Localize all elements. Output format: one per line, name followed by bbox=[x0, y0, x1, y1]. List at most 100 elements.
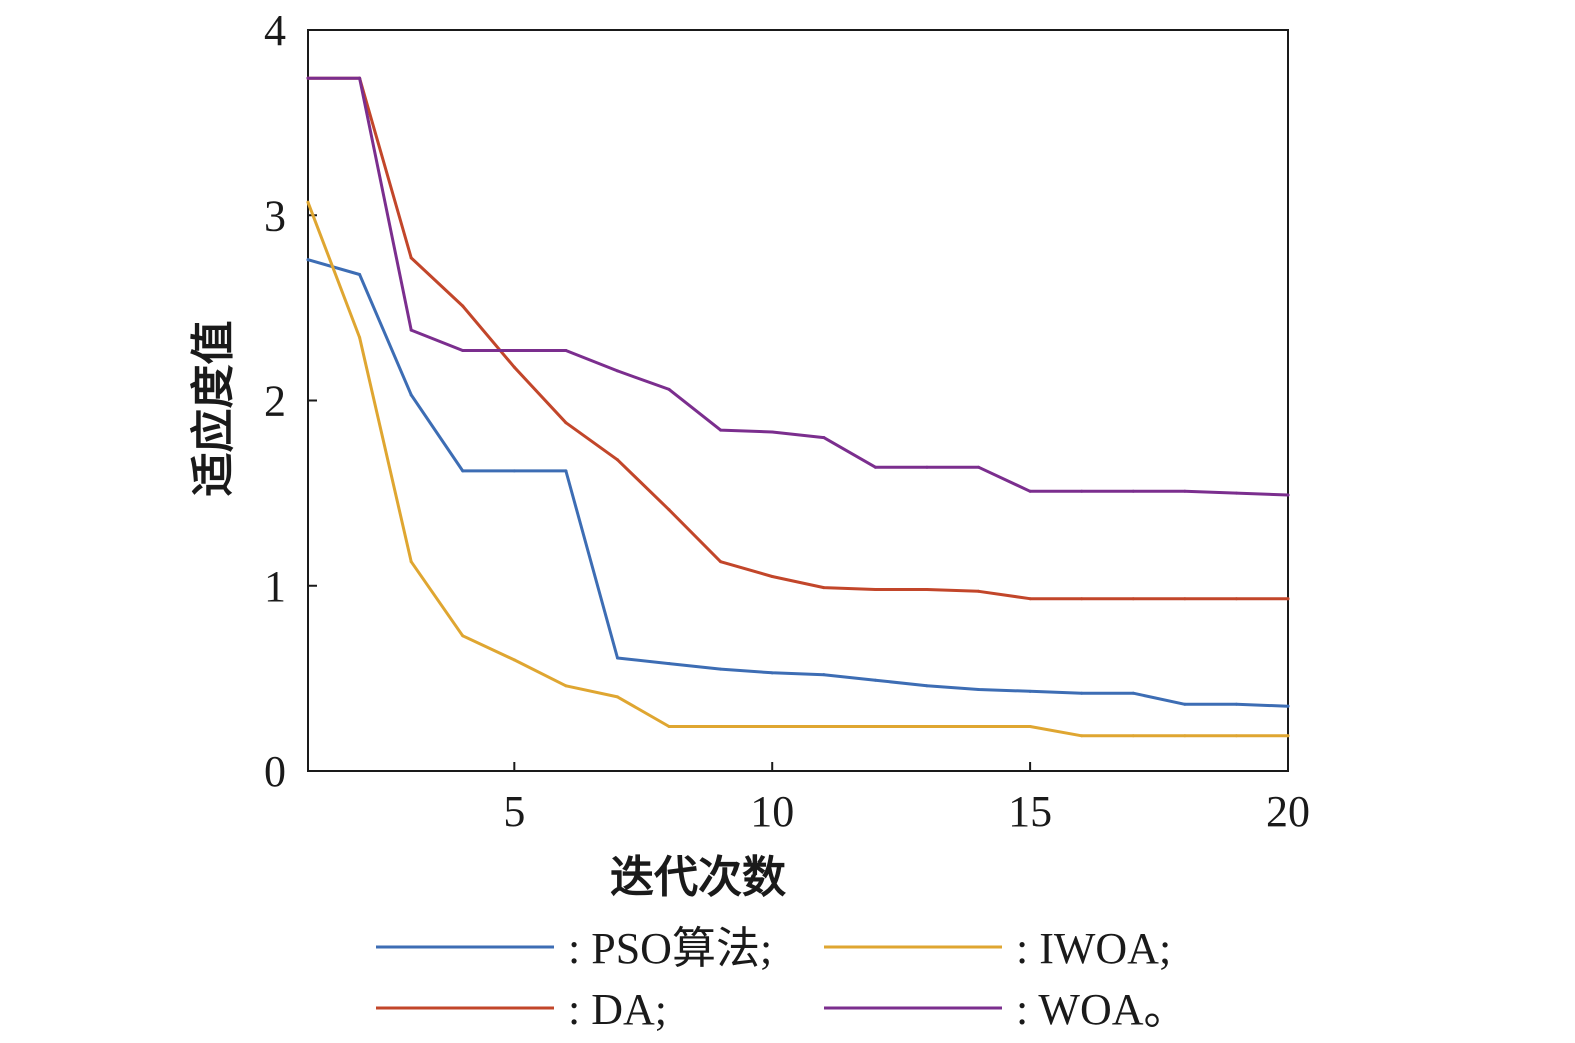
data-point bbox=[615, 656, 619, 660]
y-tick-label: 1 bbox=[264, 562, 286, 611]
data-point bbox=[822, 725, 826, 729]
y-tick-label: 0 bbox=[264, 747, 286, 796]
legend-label: : DA; bbox=[568, 985, 667, 1034]
data-point bbox=[615, 695, 619, 699]
data-point bbox=[1131, 734, 1135, 738]
data-point bbox=[977, 687, 981, 691]
data-point bbox=[564, 684, 568, 688]
data-point bbox=[512, 658, 516, 662]
data-point bbox=[822, 586, 826, 590]
plot-frame bbox=[307, 29, 1289, 772]
series-line-3 bbox=[306, 76, 1290, 601]
data-point bbox=[615, 458, 619, 462]
data-point bbox=[564, 469, 568, 473]
data-point bbox=[564, 348, 568, 352]
y-axis-title: 适应度值 bbox=[188, 321, 239, 497]
legend-label: : WOA。 bbox=[1016, 985, 1188, 1034]
data-point bbox=[925, 684, 929, 688]
series-line-2 bbox=[306, 200, 1290, 738]
data-point bbox=[977, 465, 981, 469]
data-point bbox=[306, 200, 310, 204]
data-point bbox=[1131, 597, 1135, 601]
data-point bbox=[1286, 734, 1290, 738]
data-point bbox=[1080, 597, 1084, 601]
data-point bbox=[564, 421, 568, 425]
data-point bbox=[1286, 704, 1290, 708]
data-point bbox=[719, 725, 723, 729]
y-tick-label: 4 bbox=[264, 6, 286, 55]
data-point bbox=[1131, 691, 1135, 695]
data-point bbox=[461, 304, 465, 308]
data-point bbox=[667, 662, 671, 666]
data-point bbox=[667, 508, 671, 512]
data-point bbox=[512, 348, 516, 352]
data-point bbox=[667, 725, 671, 729]
data-point bbox=[770, 725, 774, 729]
data-point bbox=[1131, 489, 1135, 493]
data-point bbox=[512, 365, 516, 369]
x-tick-label: 5 bbox=[503, 787, 525, 836]
data-point bbox=[306, 258, 310, 262]
data-point bbox=[1183, 702, 1187, 706]
data-point bbox=[461, 348, 465, 352]
data-point bbox=[409, 393, 413, 397]
data-point bbox=[1028, 725, 1032, 729]
data-point bbox=[358, 273, 362, 277]
data-point bbox=[1234, 734, 1238, 738]
series-line-4 bbox=[306, 76, 1290, 497]
data-point bbox=[615, 369, 619, 373]
data-point bbox=[409, 328, 413, 332]
data-point bbox=[409, 560, 413, 564]
data-point bbox=[1234, 597, 1238, 601]
data-point bbox=[1234, 491, 1238, 495]
data-point bbox=[512, 469, 516, 473]
legend-label: : PSO算法; bbox=[568, 924, 772, 973]
data-point bbox=[770, 671, 774, 675]
data-point bbox=[1183, 489, 1187, 493]
data-point bbox=[461, 634, 465, 638]
data-point bbox=[358, 336, 362, 340]
data-point bbox=[873, 465, 877, 469]
data-point bbox=[719, 667, 723, 671]
data-point bbox=[770, 430, 774, 434]
data-point bbox=[719, 428, 723, 432]
data-point bbox=[1234, 702, 1238, 706]
data-point bbox=[873, 678, 877, 682]
data-point bbox=[1028, 489, 1032, 493]
data-point bbox=[461, 469, 465, 473]
data-point bbox=[822, 436, 826, 440]
data-point bbox=[1183, 734, 1187, 738]
x-tick-label: 20 bbox=[1266, 787, 1310, 836]
axes: 0 1 2 3 4 5 10 15 20 迭代次数 适应度值 bbox=[188, 6, 1310, 903]
data-point bbox=[977, 725, 981, 729]
plot-area bbox=[307, 29, 1289, 772]
data-point bbox=[822, 673, 826, 677]
data-point bbox=[719, 560, 723, 564]
x-tick-label: 15 bbox=[1008, 787, 1052, 836]
data-point bbox=[1183, 597, 1187, 601]
series-lines bbox=[306, 76, 1290, 738]
data-point bbox=[770, 574, 774, 578]
data-point bbox=[409, 256, 413, 260]
x-tick-label: 10 bbox=[750, 787, 794, 836]
legend: : PSO算法; : IWOA; : DA; : WOA。 bbox=[376, 924, 1188, 1034]
data-point bbox=[1286, 597, 1290, 601]
data-point bbox=[667, 387, 671, 391]
legend-label: : IWOA; bbox=[1016, 924, 1171, 973]
data-point bbox=[977, 589, 981, 593]
data-point bbox=[1080, 734, 1084, 738]
data-point bbox=[925, 465, 929, 469]
data-point bbox=[873, 587, 877, 591]
data-point bbox=[1080, 691, 1084, 695]
series-line-1 bbox=[306, 258, 1290, 708]
data-point bbox=[925, 587, 929, 591]
y-tick-label: 2 bbox=[264, 377, 286, 426]
x-axis-title: 迭代次数 bbox=[610, 852, 786, 903]
data-point bbox=[358, 76, 362, 80]
data-point bbox=[1080, 489, 1084, 493]
data-point bbox=[925, 725, 929, 729]
data-point bbox=[1028, 689, 1032, 693]
data-point bbox=[1286, 493, 1290, 497]
data-point bbox=[306, 76, 310, 80]
